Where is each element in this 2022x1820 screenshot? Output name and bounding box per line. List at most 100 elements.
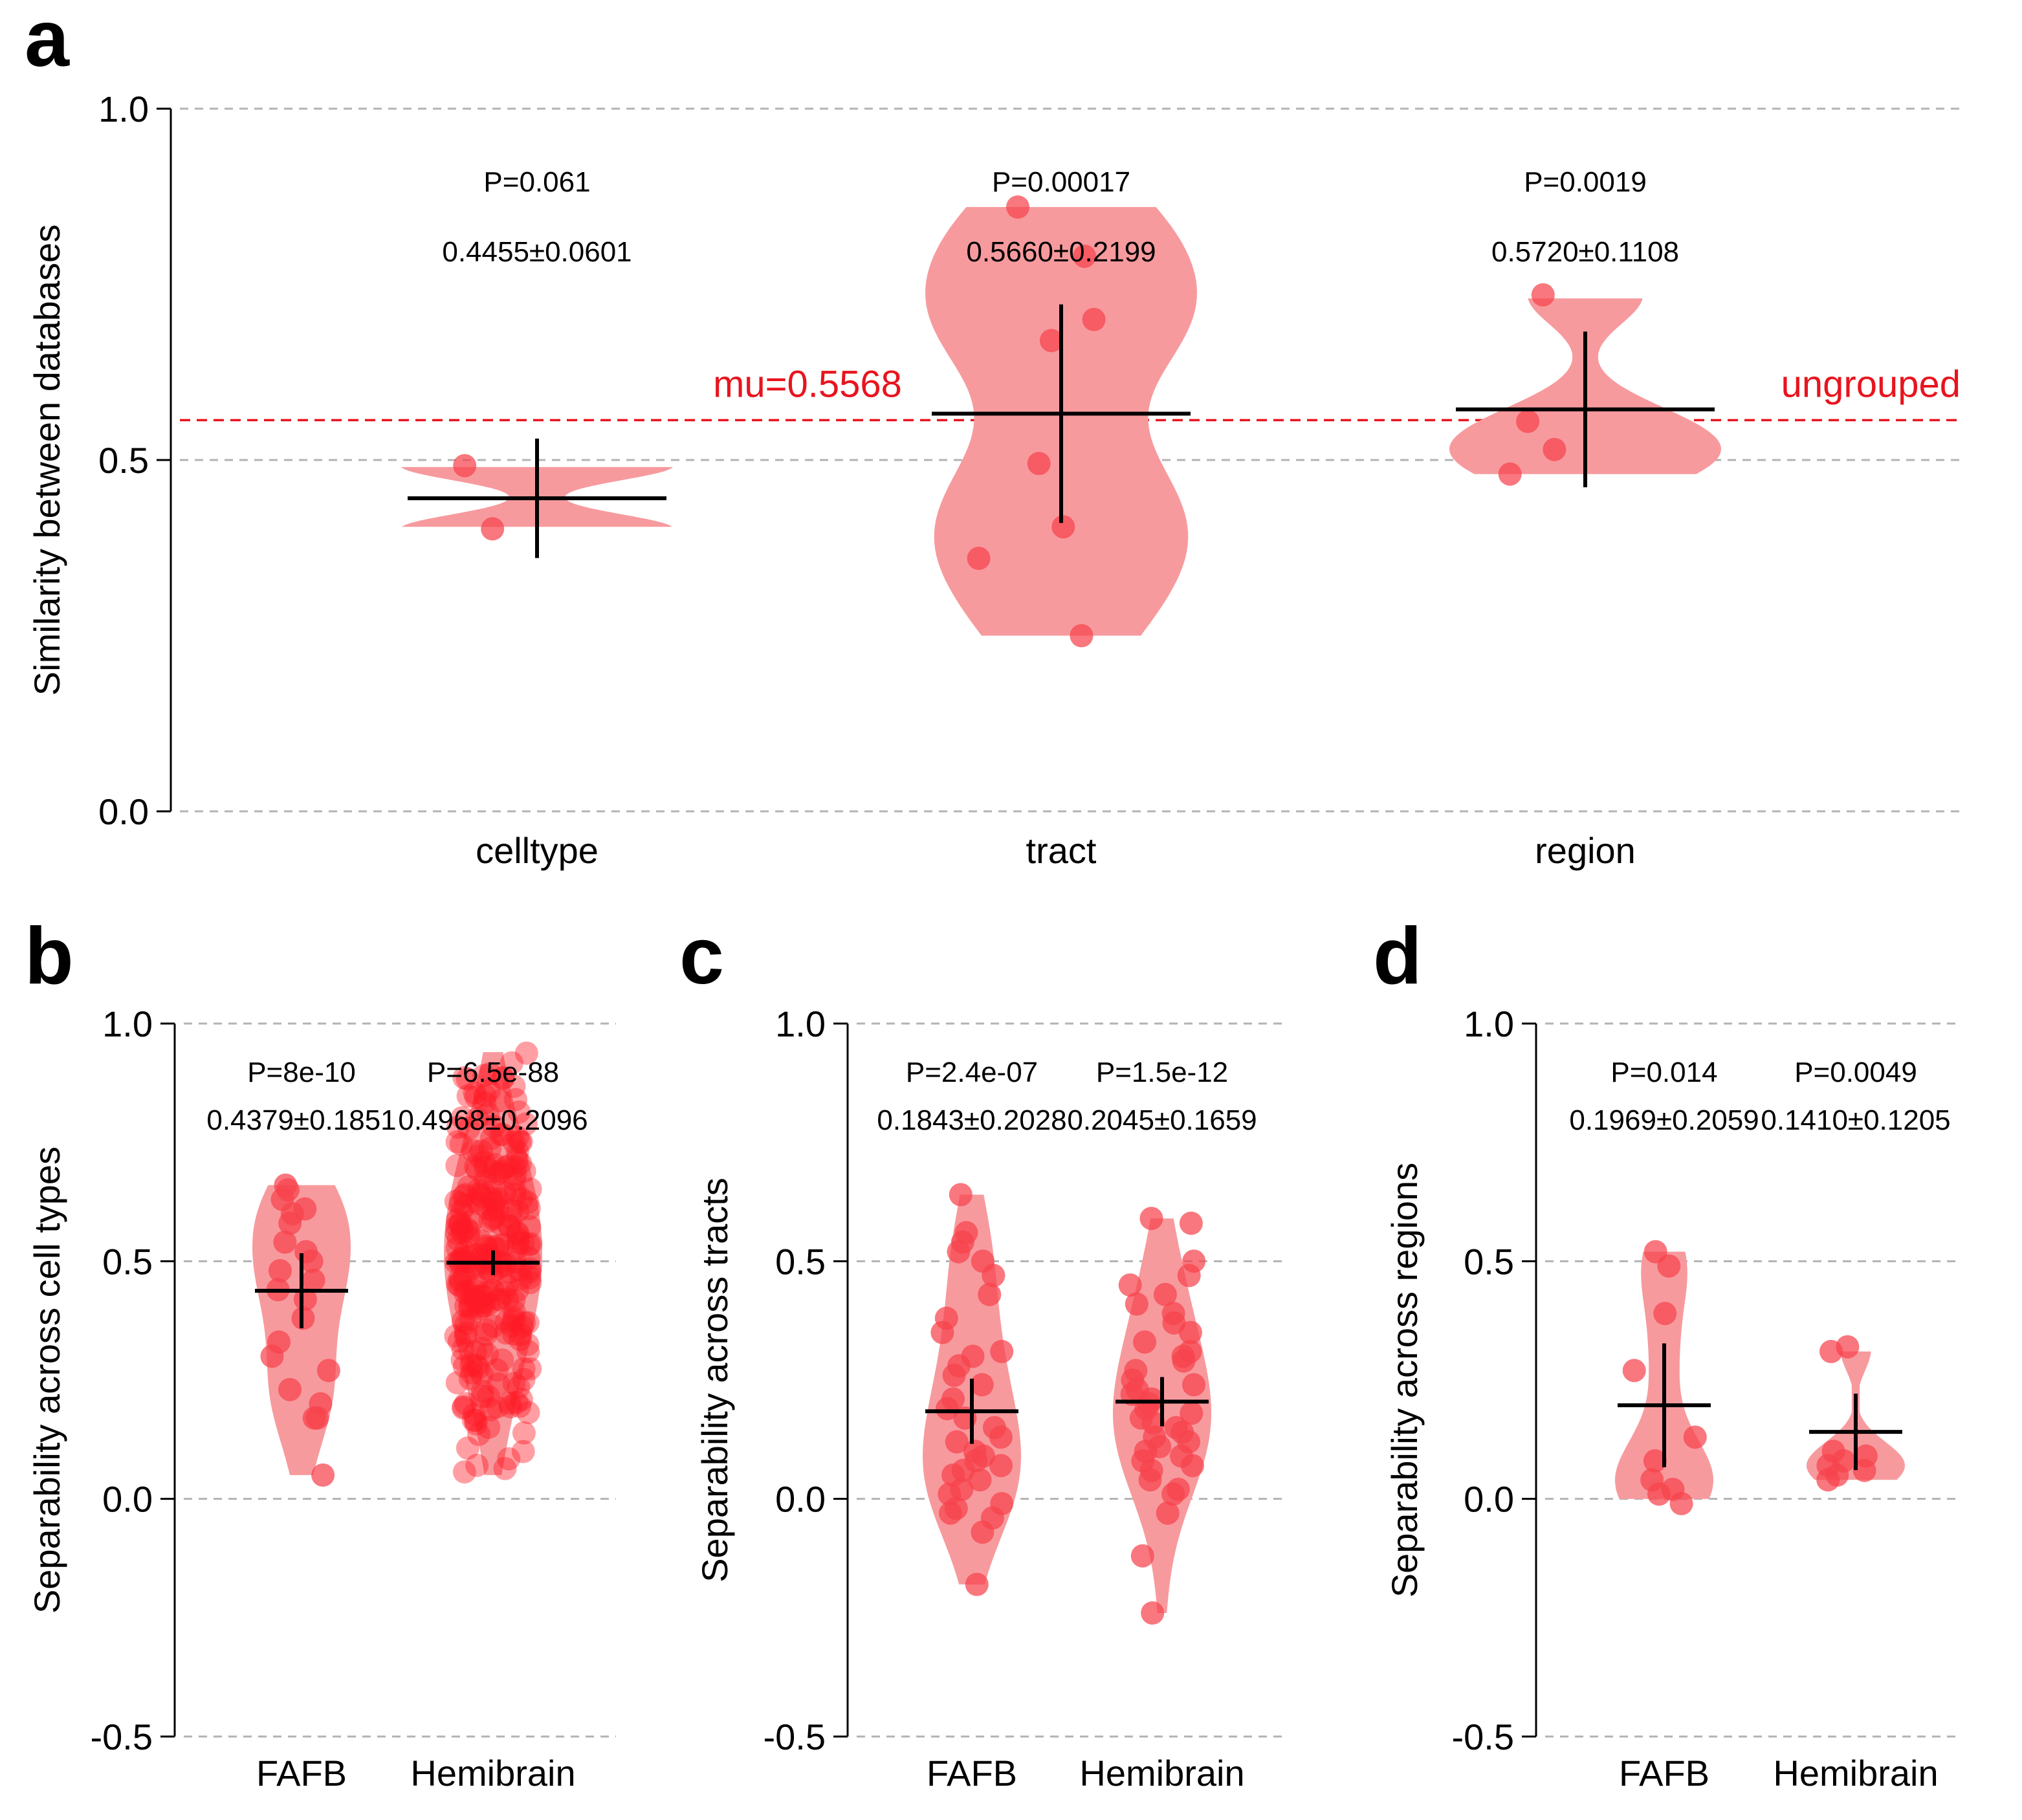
- violin-body: [252, 1185, 351, 1475]
- data-point: [445, 1236, 469, 1260]
- data-point: [445, 1154, 469, 1178]
- data-point: [507, 1100, 531, 1124]
- data-point: [498, 1391, 522, 1415]
- data-point: [450, 1348, 474, 1372]
- data-point: [448, 1273, 472, 1297]
- data-point: [479, 1398, 503, 1421]
- data-point: [485, 1358, 509, 1382]
- data-point: [473, 1091, 497, 1115]
- data-point: [497, 1447, 521, 1471]
- data-point: [978, 1282, 1002, 1306]
- violin-group-hemibrain: P=0.0049 0.1410±0.1205: [1761, 1057, 1951, 1492]
- data-point: [464, 1409, 488, 1432]
- data-point: [1039, 329, 1063, 353]
- data-point: [465, 1157, 489, 1181]
- y-tick-label: -0.5: [764, 1716, 826, 1757]
- data-point: [455, 1217, 479, 1241]
- data-point: [465, 1189, 489, 1212]
- y-tick-label: 0.0: [775, 1479, 826, 1520]
- panel-a: 0.0 0.5 1.0 Similarity between databases mu=…: [27, 89, 1961, 871]
- data-point: [486, 1196, 510, 1220]
- violin-group-tract: P=0.00017 0.5660±0.2199: [925, 166, 1197, 648]
- violin-group-celltype: P=0.061 0.4455±0.0601: [401, 166, 673, 558]
- data-point: [1516, 410, 1540, 433]
- data-point: [470, 1243, 494, 1267]
- data-point: [461, 1408, 485, 1432]
- y-tick-label: 0.5: [775, 1241, 826, 1282]
- data-point: [1178, 1321, 1202, 1344]
- data-point: [474, 1168, 498, 1192]
- data-point: [458, 1296, 482, 1320]
- data-point: [471, 1285, 495, 1308]
- data-point: [1531, 283, 1555, 307]
- data-point: [446, 1208, 470, 1232]
- data-point: [516, 1333, 540, 1356]
- data-point: [510, 1187, 534, 1211]
- data-point: [462, 1278, 486, 1302]
- data-point: [470, 1363, 494, 1387]
- y-axis-title: Separability across regions: [1384, 1163, 1425, 1597]
- data-point: [1498, 462, 1522, 486]
- data-point: [970, 1373, 994, 1397]
- data-point: [454, 1183, 478, 1207]
- data-point: [449, 1247, 473, 1271]
- data-point: [278, 1211, 302, 1235]
- data-point: [465, 1291, 489, 1315]
- data-point: [509, 1267, 533, 1291]
- mean-sd-label: 0.1410±0.1205: [1761, 1104, 1950, 1136]
- y-tick-label: 0.0: [1464, 1479, 1514, 1520]
- data-point: [498, 1260, 522, 1284]
- data-point: [452, 1395, 476, 1419]
- data-point: [965, 1572, 989, 1596]
- data-point: [492, 1281, 516, 1305]
- data-point: [1082, 307, 1106, 331]
- data-point: [479, 1126, 503, 1150]
- x-category-label: Hemibrain: [410, 1753, 575, 1793]
- data-point: [1669, 1492, 1693, 1515]
- data-point: [468, 1284, 492, 1308]
- data-point: [260, 1344, 284, 1368]
- data-point: [452, 1460, 476, 1484]
- y-tick-label: 0.0: [98, 791, 149, 832]
- data-point: [445, 1221, 468, 1245]
- data-point: [480, 1187, 503, 1211]
- data-point: [468, 1297, 492, 1321]
- data-point: [470, 1337, 494, 1361]
- data-point: [505, 1221, 529, 1245]
- data-point: [508, 1394, 532, 1418]
- data-point: [517, 1233, 541, 1256]
- data-point: [1172, 1349, 1196, 1373]
- data-point: [507, 1231, 531, 1255]
- data-point: [505, 1236, 529, 1260]
- y-tick-label: 1.0: [98, 89, 149, 129]
- data-point: [1180, 1454, 1204, 1478]
- data-point: [492, 1156, 516, 1179]
- data-point: [502, 1168, 526, 1192]
- data-point: [456, 1436, 479, 1460]
- data-point: [316, 1359, 340, 1383]
- data-point: [505, 1390, 529, 1414]
- data-point: [1816, 1468, 1840, 1492]
- data-point: [469, 1229, 493, 1253]
- data-point: [505, 1125, 529, 1149]
- data-point: [502, 1306, 526, 1330]
- data-point: [451, 1396, 475, 1420]
- x-category-label: FAFB: [927, 1753, 1017, 1793]
- data-point: [505, 1222, 529, 1245]
- data-point: [464, 1412, 488, 1436]
- data-point: [450, 1218, 474, 1241]
- data-point: [1153, 1282, 1177, 1306]
- data-point: [1852, 1458, 1876, 1482]
- data-point: [516, 1311, 540, 1335]
- data-point: [482, 1114, 506, 1138]
- data-point: [472, 1064, 496, 1088]
- data-point: [1070, 624, 1093, 648]
- data-point: [482, 1159, 506, 1183]
- y-axis-title: Separability across cell types: [27, 1146, 67, 1614]
- p-value-label: P=0.014: [1610, 1057, 1717, 1088]
- data-point: [509, 1387, 533, 1411]
- x-category-label: region: [1535, 830, 1636, 871]
- mean-sd-label: 0.5720±0.1108: [1491, 236, 1679, 268]
- x-category-label: FAFB: [1619, 1753, 1709, 1793]
